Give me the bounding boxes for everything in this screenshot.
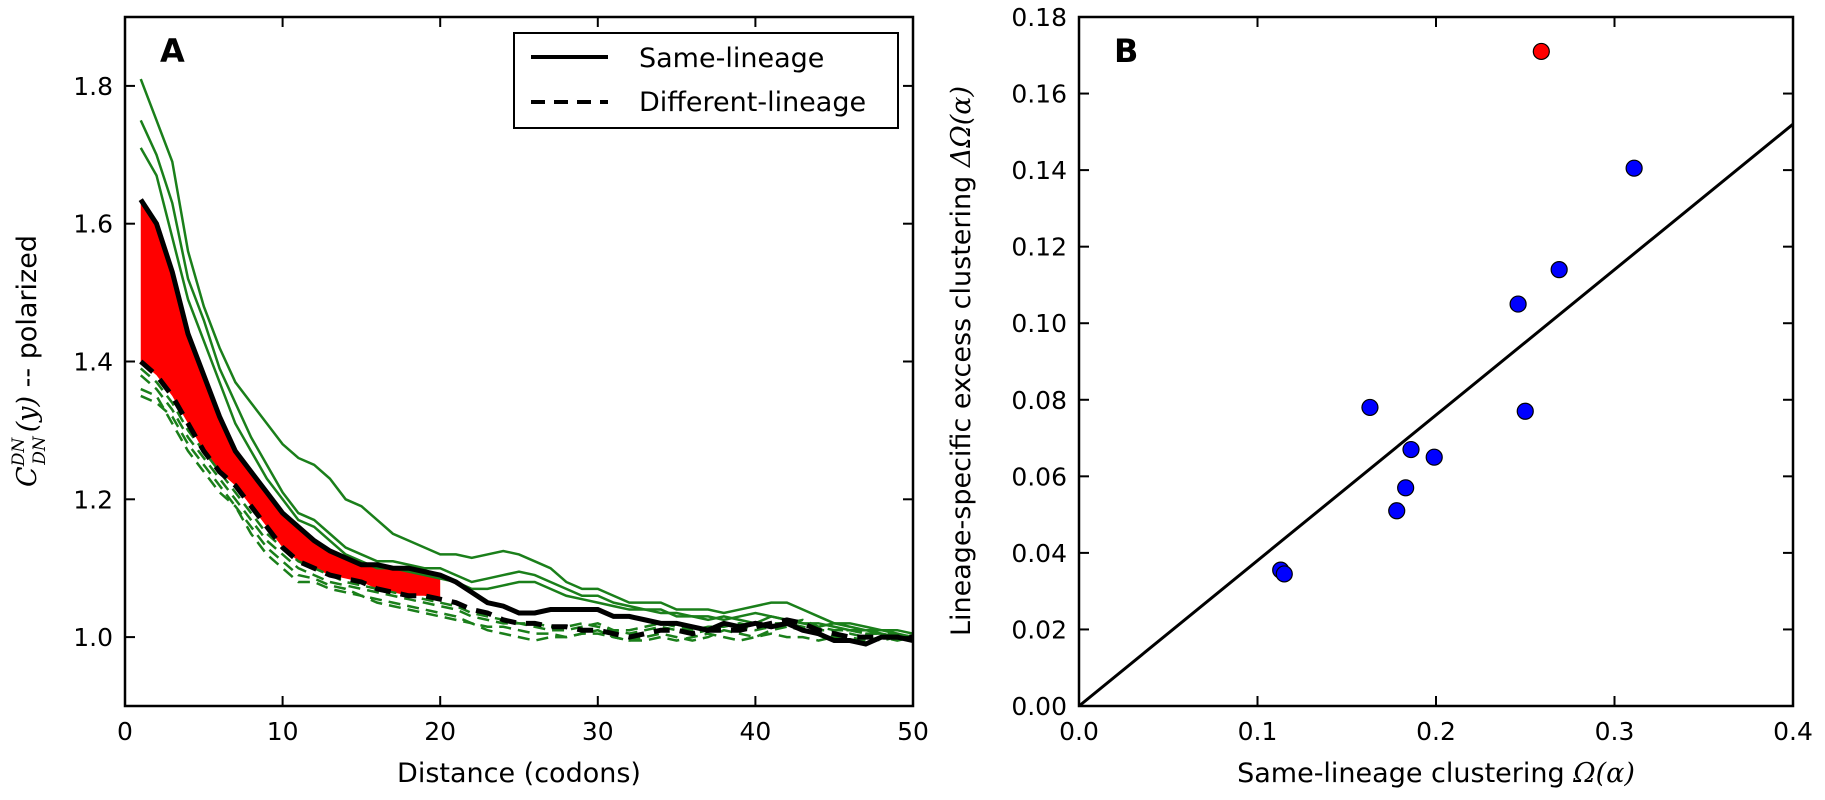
panel-b-letter: B xyxy=(1114,32,1138,70)
y-tick-label: 1.0 xyxy=(73,623,113,652)
y-tick-label: 0.16 xyxy=(1011,80,1067,109)
panel-b-xlabel: Same-lineage clustering Ω(α) xyxy=(1237,758,1635,789)
scatter-point-4 xyxy=(1388,502,1406,520)
y-tick-label: 0.18 xyxy=(1011,3,1067,32)
fill-between-area xyxy=(140,199,441,600)
individual-different-line-2 xyxy=(140,387,913,642)
scatter-point-2 xyxy=(1275,565,1293,583)
svg-text:Lineage-specific excess cluste: Lineage-specific excess clustering ΔΩ(α) xyxy=(946,86,977,636)
x-tick-label: 0.1 xyxy=(1238,717,1278,746)
ylabel-super: DN xyxy=(9,437,29,468)
panel-b-plot-area xyxy=(1079,123,1793,706)
y-tick-label: 0.00 xyxy=(1011,692,1067,721)
scatter-point-12 xyxy=(1625,159,1643,177)
panel-a-letter: A xyxy=(160,32,185,70)
y-tick-label: 0.10 xyxy=(1011,309,1067,338)
legend-frame xyxy=(513,32,899,129)
y-tick-label: 0.12 xyxy=(1011,233,1067,262)
scatter-point-7 xyxy=(1425,448,1443,466)
ylabel-suffix: -- polarized xyxy=(12,235,43,396)
scatter-point-11 xyxy=(1550,261,1568,279)
panel-b-ylabel-text: Lineage-specific excess clustering xyxy=(946,167,977,636)
y-tick-label: 0.02 xyxy=(1011,615,1067,644)
y-tick-label: 1.2 xyxy=(73,485,113,514)
panel-a-ticks: 0 10 20 30 40 50 1.0 1.2 1.4 1.6 1.8 xyxy=(73,17,929,746)
x-tick-label: 10 xyxy=(267,717,299,746)
panel-a-plot-area xyxy=(138,78,913,647)
individual-same-line-3 xyxy=(139,147,913,639)
y-tick-label: 1.8 xyxy=(73,72,113,101)
y-tick-label: 1.4 xyxy=(73,348,113,377)
x-tick-label: 0.4 xyxy=(1773,717,1813,746)
x-tick-label: 0.2 xyxy=(1416,717,1456,746)
x-tick-label: 40 xyxy=(739,717,771,746)
x-tick-label: 0.3 xyxy=(1595,717,1635,746)
series-same-lineage xyxy=(138,198,913,647)
scatter-point-6 xyxy=(1402,440,1420,459)
y-tick-label: 1.6 xyxy=(73,210,113,239)
panel-b: 0.0 0.1 0.2 0.3 0.4 0.00 0.02 0.04 0.06 0.08 0.10 0… xyxy=(946,3,1813,789)
panel-b-ylabel: Lineage-specific excess clustering ΔΩ(α) xyxy=(946,86,977,636)
panel-b-points xyxy=(1272,42,1643,583)
scatter-point-5 xyxy=(1397,479,1415,497)
panel-b-ylabel-math: ΔΩ(α) xyxy=(946,86,977,168)
individual-different-line-4 xyxy=(140,394,913,642)
panel-a-ylabel: CDNDN(y) -- polarized xyxy=(9,235,50,487)
panel-a: 0 10 20 30 40 50 1.0 1.2 1.4 1.6 1.8 A Same-lineag… xyxy=(9,15,929,789)
x-tick-label: 30 xyxy=(582,717,614,746)
scatter-point-8 xyxy=(1509,295,1527,313)
x-tick-label: 20 xyxy=(424,717,456,746)
scatter-point-9 xyxy=(1516,402,1534,420)
panel-b-ticks: 0.0 0.1 0.2 0.3 0.4 0.00 0.02 0.04 0.06 0.08 0.10 0… xyxy=(1011,3,1813,746)
fit-line xyxy=(1079,123,1793,706)
scatter-point-10 xyxy=(1532,42,1550,61)
panel-b-xlabel-math: Ω(α) xyxy=(1572,758,1635,789)
panel-b-xlabel-text: Same-lineage clustering xyxy=(1237,758,1573,789)
individual-same-line-1 xyxy=(139,78,913,635)
scatter-point-3 xyxy=(1361,398,1379,417)
panel-a-xlabel: Distance (codons) xyxy=(397,758,641,789)
x-tick-label: 0.0 xyxy=(1059,717,1099,746)
x-tick-label: 50 xyxy=(897,717,929,746)
legend-label-same: Same-lineage xyxy=(639,43,824,74)
series-different-lineage xyxy=(139,359,913,640)
individual-same-line-2 xyxy=(139,119,913,639)
ylabel-sub: DN xyxy=(30,435,50,466)
svg-text:CDNDN(y) -- polarized: CDNDN(y) -- polarized xyxy=(9,235,50,487)
x-tick-label: 0 xyxy=(117,717,133,746)
ylabel-c: C xyxy=(12,466,43,487)
legend-label-different: Different-lineage xyxy=(639,87,866,118)
y-tick-label: 0.04 xyxy=(1011,539,1067,568)
panel-b-frame xyxy=(1077,15,1795,708)
y-tick-label: 0.06 xyxy=(1011,462,1067,491)
y-tick-label: 0.14 xyxy=(1011,156,1067,185)
panel-a-legend: Same-lineage Different-lineage xyxy=(513,32,899,129)
y-tick-label: 0.08 xyxy=(1011,386,1067,415)
ylabel-arg: (y) xyxy=(12,396,43,432)
